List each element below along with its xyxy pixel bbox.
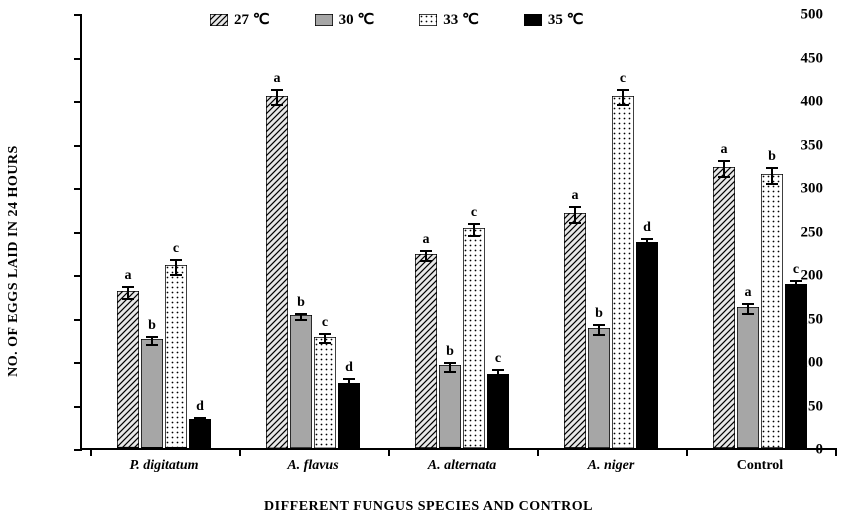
significance-label: b xyxy=(595,306,603,322)
significance-label: d xyxy=(643,220,651,236)
y-tick-label: 450 xyxy=(801,50,824,67)
legend-swatch xyxy=(315,14,333,26)
category-label: A. niger xyxy=(588,458,635,474)
y-tick xyxy=(74,188,82,190)
significance-label: b xyxy=(148,318,156,334)
significance-label: b xyxy=(768,149,776,165)
legend-swatch xyxy=(419,14,437,26)
legend-item: 30 ℃ xyxy=(315,10,375,29)
bar-t35 xyxy=(785,284,807,448)
bar-t30 xyxy=(737,307,759,448)
y-tick-label: 0 xyxy=(816,442,824,459)
y-tick xyxy=(74,319,82,321)
bar-t33 xyxy=(314,337,336,448)
significance-label: c xyxy=(322,315,328,331)
significance-label: a xyxy=(745,285,752,301)
x-tick xyxy=(835,448,837,456)
significance-label: d xyxy=(345,360,353,376)
significance-label: b xyxy=(446,344,454,360)
significance-label: c xyxy=(471,205,477,221)
x-tick xyxy=(686,448,688,456)
y-tick-label: 500 xyxy=(801,7,824,24)
bar-t27 xyxy=(713,167,735,448)
y-tick-label: 400 xyxy=(801,94,824,111)
legend-label: 35 ℃ xyxy=(548,10,584,29)
legend-label: 30 ℃ xyxy=(339,10,375,29)
bar-t30 xyxy=(290,315,312,448)
significance-label: a xyxy=(423,232,430,248)
bar-t27 xyxy=(564,213,586,448)
y-tick-label: 50 xyxy=(808,398,823,415)
bar-t27 xyxy=(117,291,139,448)
legend: 27 ℃ 30 ℃ 33 ℃ 35 ℃ xyxy=(210,10,583,29)
y-tick-label: 300 xyxy=(801,181,824,198)
x-tick xyxy=(388,448,390,456)
y-tick xyxy=(74,14,82,16)
legend-label: 33 ℃ xyxy=(443,10,479,29)
x-axis-title: DIFFERENT FUNGUS SPECIES AND CONTROL xyxy=(264,499,593,515)
bar-t33 xyxy=(463,228,485,448)
bar-t30 xyxy=(141,339,163,448)
legend-item: 35 ℃ xyxy=(524,10,584,29)
bar-t27 xyxy=(266,96,288,448)
x-tick xyxy=(537,448,539,456)
bar-t33 xyxy=(612,96,634,448)
category-label: P. digitatum xyxy=(130,458,199,474)
y-tick xyxy=(74,232,82,234)
x-tick xyxy=(239,448,241,456)
legend-item: 27 ℃ xyxy=(210,10,270,29)
y-tick-label: 350 xyxy=(801,137,824,154)
bar-t35 xyxy=(487,374,509,448)
bar-t35 xyxy=(338,383,360,448)
legend-label: 27 ℃ xyxy=(234,10,270,29)
category-label: A. flavus xyxy=(287,458,338,474)
significance-label: a xyxy=(125,268,132,284)
y-tick xyxy=(74,406,82,408)
significance-label: c xyxy=(173,241,179,257)
significance-label: a xyxy=(572,188,579,204)
significance-label: c xyxy=(620,71,626,87)
y-tick xyxy=(74,275,82,277)
legend-swatch xyxy=(524,14,542,26)
y-tick-label: 250 xyxy=(801,224,824,241)
y-tick xyxy=(74,145,82,147)
x-tick xyxy=(90,448,92,456)
significance-label: c xyxy=(793,262,799,278)
y-tick-label: 200 xyxy=(801,268,824,285)
y-tick xyxy=(74,362,82,364)
legend-swatch xyxy=(210,14,228,26)
bar-t27 xyxy=(415,254,437,448)
y-tick xyxy=(74,58,82,60)
category-label: Control xyxy=(737,458,783,474)
y-tick xyxy=(74,449,82,451)
bar-t33 xyxy=(761,174,783,448)
bar-t33 xyxy=(165,265,187,448)
significance-label: c xyxy=(495,351,501,367)
bar-t30 xyxy=(439,365,461,448)
legend-item: 33 ℃ xyxy=(419,10,479,29)
bar-chart: NO. OF EGGS LAID IN 24 HOURS 05010015020… xyxy=(0,0,857,521)
significance-label: b xyxy=(297,295,305,311)
bar-t35 xyxy=(636,242,658,448)
significance-label: d xyxy=(196,399,204,415)
plot-area: 050100150200250300350400450500P. digitat… xyxy=(80,15,835,450)
bar-t30 xyxy=(588,328,610,448)
category-label: A. alternata xyxy=(428,458,496,474)
y-axis-title: NO. OF EGGS LAID IN 24 HOURS xyxy=(6,145,22,377)
y-tick xyxy=(74,101,82,103)
significance-label: a xyxy=(721,142,728,158)
significance-label: a xyxy=(274,71,281,87)
